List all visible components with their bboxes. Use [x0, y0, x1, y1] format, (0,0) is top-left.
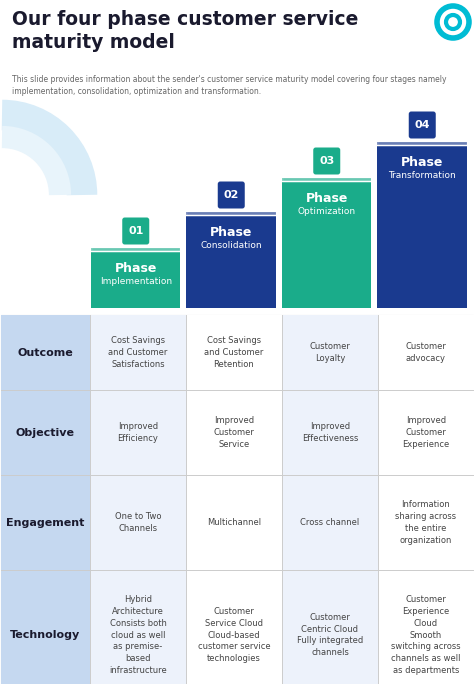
FancyBboxPatch shape	[377, 141, 467, 308]
FancyBboxPatch shape	[1, 315, 90, 390]
Text: Improved
Customer
Service: Improved Customer Service	[214, 416, 255, 449]
FancyBboxPatch shape	[186, 475, 282, 570]
FancyBboxPatch shape	[313, 148, 340, 174]
Text: Customer
Service Cloud
Cloud-based
customer service
technologies: Customer Service Cloud Cloud-based custo…	[198, 607, 270, 663]
Text: Customer
Loyalty: Customer Loyalty	[310, 342, 350, 363]
FancyBboxPatch shape	[378, 570, 474, 684]
FancyBboxPatch shape	[378, 315, 474, 390]
FancyBboxPatch shape	[186, 315, 282, 390]
FancyBboxPatch shape	[90, 390, 186, 475]
Text: Phase: Phase	[115, 262, 157, 275]
Text: Customer
Centric Cloud
Fully integrated
channels: Customer Centric Cloud Fully integrated …	[297, 613, 363, 657]
FancyBboxPatch shape	[1, 475, 90, 570]
Text: Consolidation: Consolidation	[201, 241, 262, 250]
FancyBboxPatch shape	[282, 475, 378, 570]
FancyBboxPatch shape	[122, 218, 149, 244]
Text: 01: 01	[128, 226, 144, 236]
FancyBboxPatch shape	[378, 475, 474, 570]
Text: 02: 02	[224, 190, 239, 200]
Text: Multichannel: Multichannel	[207, 518, 261, 527]
FancyBboxPatch shape	[282, 177, 372, 308]
Text: Outcome: Outcome	[17, 347, 73, 358]
FancyBboxPatch shape	[218, 181, 245, 209]
FancyBboxPatch shape	[1, 390, 90, 475]
FancyBboxPatch shape	[91, 247, 181, 308]
FancyBboxPatch shape	[186, 390, 282, 475]
Text: 03: 03	[319, 156, 334, 166]
Text: Customer
advocacy: Customer advocacy	[406, 342, 447, 363]
Text: Phase: Phase	[210, 226, 253, 239]
FancyBboxPatch shape	[186, 570, 282, 684]
FancyBboxPatch shape	[90, 315, 186, 390]
Text: Transformation: Transformation	[388, 171, 456, 180]
FancyBboxPatch shape	[1, 570, 90, 684]
Text: 04: 04	[414, 120, 430, 130]
Text: Cost Savings
and Customer
Retention: Cost Savings and Customer Retention	[204, 337, 264, 369]
Text: Optimization: Optimization	[298, 207, 356, 216]
Text: Improved
Effectiveness: Improved Effectiveness	[302, 422, 358, 443]
Text: Customer
Experience
Cloud
Smooth
switching across
channels as well
as department: Customer Experience Cloud Smooth switchi…	[391, 595, 461, 675]
Text: Cross channel: Cross channel	[301, 518, 360, 527]
Text: Cost Savings
and Customer
Satisfactions: Cost Savings and Customer Satisfactions	[109, 337, 168, 369]
Text: Our four phase customer service
maturity model: Our four phase customer service maturity…	[12, 10, 358, 52]
FancyBboxPatch shape	[282, 390, 378, 475]
Text: Improved
Customer
Experience: Improved Customer Experience	[402, 416, 450, 449]
FancyBboxPatch shape	[90, 475, 186, 570]
FancyBboxPatch shape	[282, 570, 378, 684]
Text: Hybrid
Architecture
Consists both
cloud as well
as premise-
based
infrastructure: Hybrid Architecture Consists both cloud …	[109, 595, 167, 675]
Text: Phase: Phase	[401, 156, 444, 169]
Text: Engagement: Engagement	[6, 518, 84, 527]
Text: Implementation: Implementation	[100, 277, 172, 286]
Text: Information
sharing across
the entire
organization: Information sharing across the entire or…	[395, 500, 456, 544]
Text: One to Two
Channels: One to Two Channels	[115, 512, 161, 533]
Text: Improved
Efficiency: Improved Efficiency	[118, 422, 158, 443]
FancyBboxPatch shape	[186, 211, 276, 308]
FancyBboxPatch shape	[378, 390, 474, 475]
FancyBboxPatch shape	[409, 111, 436, 138]
Text: Phase: Phase	[306, 192, 348, 205]
Text: This slide provides information about the sender's customer service maturity mod: This slide provides information about th…	[12, 75, 447, 96]
FancyBboxPatch shape	[90, 570, 186, 684]
Text: Technology: Technology	[10, 630, 80, 640]
FancyBboxPatch shape	[282, 315, 378, 390]
Text: Objective: Objective	[16, 428, 74, 438]
